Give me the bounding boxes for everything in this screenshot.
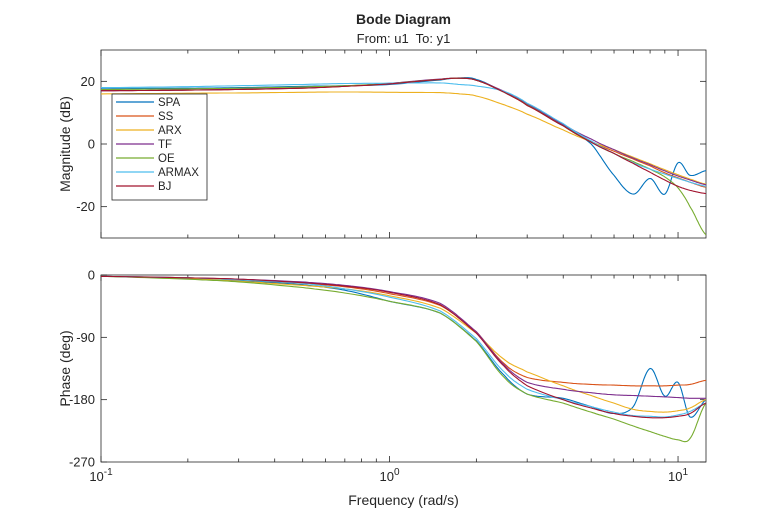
- x-tick-label-exponent: 1: [682, 467, 688, 478]
- x-tick-label-exponent: -1: [104, 467, 113, 478]
- phase-y-tick-label: 0: [88, 268, 95, 283]
- phase-line-arx: [101, 275, 706, 413]
- phase-series-group: [101, 275, 706, 443]
- magnitude-y-axis-label: Magnitude (dB): [57, 96, 73, 192]
- x-axis-label: Frequency (rad/s): [348, 492, 458, 508]
- phase-line-oe: [101, 275, 706, 443]
- x-tick-label-base: 10: [380, 469, 394, 484]
- phase-y-axis-label: Phase (deg): [57, 330, 73, 406]
- x-tick-label-base: 10: [668, 469, 682, 484]
- phase-axes-frame: [100, 274, 707, 463]
- legend-label-armax: ARMAX: [158, 167, 199, 179]
- x-tick-label: 10-1: [89, 467, 113, 484]
- x-tick-label: 100: [380, 467, 400, 484]
- phase-line-tf: [101, 275, 706, 399]
- magnitude-y-tick-label: 20: [81, 74, 95, 89]
- legend-label-oe: OE: [158, 153, 175, 165]
- legend-label-tf: TF: [158, 139, 172, 151]
- legend-label-arx: ARX: [158, 125, 182, 137]
- chart-subtitle: From: u1 To: y1: [357, 31, 451, 46]
- magnitude-y-tick-label: -20: [76, 199, 95, 214]
- magnitude-series-group: [101, 77, 706, 236]
- phase-line-armax: [101, 275, 706, 418]
- phase-line-bj: [101, 275, 706, 419]
- legend-box: [111, 93, 208, 201]
- x-tick-label: 101: [668, 467, 688, 484]
- magnitude-line-arx: [101, 91, 706, 185]
- x-tick-label-base: 10: [89, 469, 103, 484]
- magnitude-line-bj: [101, 77, 706, 195]
- legend-label-ss: SS: [158, 111, 174, 123]
- phase-y-tick-label: -270: [69, 455, 95, 470]
- chart-legend: SPA SS ARX TF OE ARMAX BJ: [111, 93, 208, 201]
- magnitude-line-armax: [101, 82, 706, 187]
- legend-label-spa: SPA: [158, 97, 180, 109]
- phase-y-tick-label: -90: [76, 330, 95, 345]
- x-tick-label-exponent: 0: [394, 467, 400, 478]
- legend-label-bj: BJ: [158, 181, 171, 193]
- phase-y-tick-label: -180: [69, 392, 95, 407]
- chart-title: Bode Diagram: [356, 11, 451, 27]
- magnitude-y-tick-label: 0: [88, 137, 95, 152]
